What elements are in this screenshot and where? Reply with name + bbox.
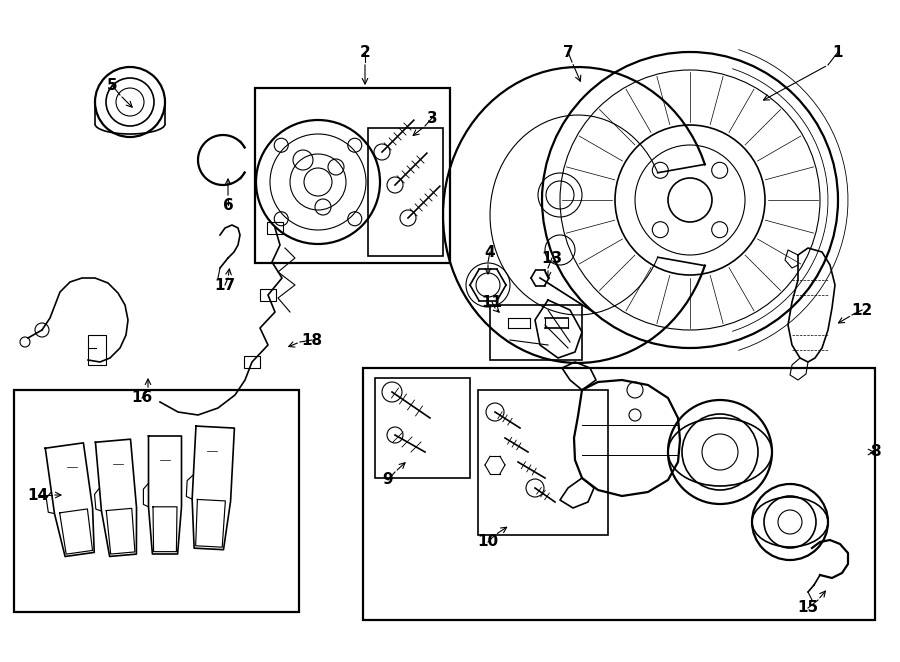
Bar	[267, 222, 283, 234]
Text: 12: 12	[851, 303, 873, 318]
Text: 10: 10	[477, 534, 499, 549]
Bar	[88, 335, 106, 365]
Text: 8: 8	[869, 444, 880, 459]
Text: 18: 18	[302, 332, 322, 348]
Bar	[363, 368, 875, 620]
Text: 11: 11	[482, 295, 502, 310]
Text: 16: 16	[131, 391, 153, 406]
Bar	[375, 378, 470, 478]
Bar	[14, 390, 299, 612]
Text: 7: 7	[562, 44, 573, 60]
Bar	[255, 88, 450, 263]
Text: 9: 9	[382, 473, 393, 487]
Text: 17: 17	[214, 277, 236, 293]
Text: 6: 6	[222, 197, 233, 213]
Bar	[490, 305, 582, 360]
Text: 5: 5	[107, 77, 117, 93]
Text: 15: 15	[797, 600, 819, 616]
Text: 4: 4	[485, 244, 495, 260]
Text: 3: 3	[427, 111, 437, 126]
Text: 2: 2	[360, 44, 371, 60]
Bar	[478, 390, 608, 535]
Text: 1: 1	[832, 44, 843, 60]
Bar	[244, 356, 260, 368]
Text: 13: 13	[542, 250, 562, 265]
Bar	[368, 128, 443, 256]
Text: 14: 14	[27, 487, 49, 502]
Bar	[260, 289, 276, 301]
